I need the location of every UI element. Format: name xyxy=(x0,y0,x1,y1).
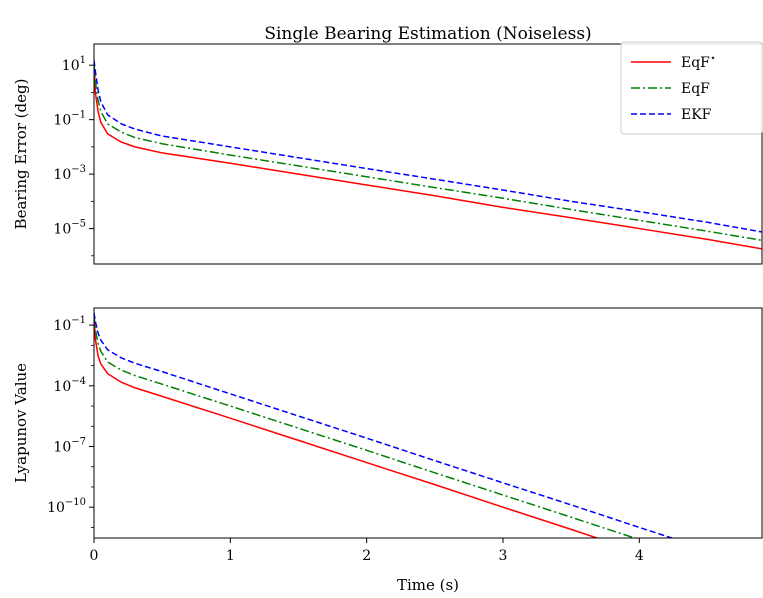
chart-title: Single Bearing Estimation (Noiseless) xyxy=(264,24,591,44)
y-axis-label: Bearing Error (deg) xyxy=(12,79,30,230)
x-tick-label: 4 xyxy=(635,548,644,564)
y-tick-label: 101 xyxy=(62,55,86,74)
series-line-eqf-1 xyxy=(94,314,637,538)
x-tick-label: 3 xyxy=(499,548,508,564)
plot-frame xyxy=(93,43,763,265)
legend-label: EKF xyxy=(681,107,712,123)
series-line-ekf-2 xyxy=(94,60,762,233)
x-tick-label: 2 xyxy=(362,548,371,564)
y-tick-label: 10−7 xyxy=(53,436,86,455)
series-lines xyxy=(94,60,762,250)
x-tick-label: 1 xyxy=(226,548,235,564)
series-line-eqf-0 xyxy=(94,315,600,538)
plot-frame xyxy=(93,307,763,539)
legend-box xyxy=(620,41,763,135)
series-line-eqf-1 xyxy=(94,62,762,242)
legend-label: EqF xyxy=(681,81,710,97)
x-axis-label: Time (s) xyxy=(397,576,459,594)
y-tick-label: 10−1 xyxy=(53,110,86,129)
y-axis-label: Lyapunov Value xyxy=(12,363,30,483)
y-tick-label: 10−5 xyxy=(53,219,86,238)
lyapunov-value-panel: 10−1 10−4 10−7 10−10 0 1 2 3 4 Time (s) Lyapunov V… xyxy=(12,307,763,594)
y-tick-label: 10−4 xyxy=(53,376,86,395)
y-tick-label: 10−3 xyxy=(53,164,86,183)
series-line-ekf-2 xyxy=(94,312,675,538)
series-lines xyxy=(94,312,675,538)
y-tick-label: 10−1 xyxy=(53,315,86,334)
y-tick-label: 10−10 xyxy=(47,497,86,516)
bearing-error-panel: 101 10−1 10−3 10−5 Bearing Error (deg) EqF⋆ Eq… xyxy=(12,41,763,265)
legend-label: EqF⋆ xyxy=(681,53,716,71)
x-tick-label: 0 xyxy=(90,548,99,564)
series-line-eqf-0 xyxy=(94,65,762,250)
